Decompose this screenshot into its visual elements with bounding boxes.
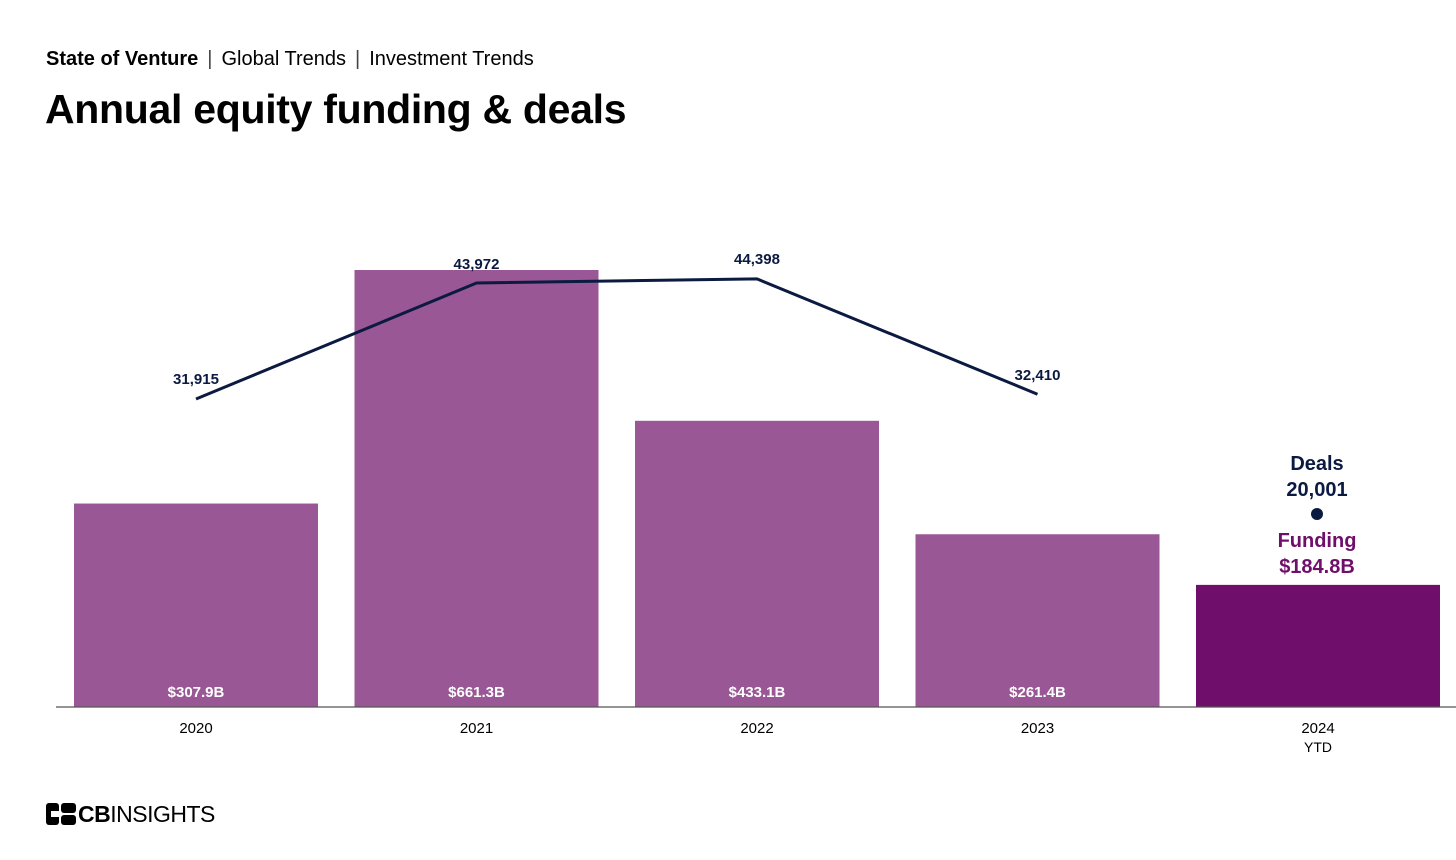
logo-text-cb: CB xyxy=(78,800,111,827)
funding-bar-2020 xyxy=(74,503,318,707)
funding-bar-2021 xyxy=(354,270,599,707)
callout-deals-label: Deals xyxy=(1290,453,1343,475)
x-tick-label-2021: 2021 xyxy=(460,720,493,737)
breadcrumb-separator: | xyxy=(207,48,213,70)
callout-deals-value: 20,001 xyxy=(1286,479,1347,501)
funding-bar-2022 xyxy=(635,420,879,707)
callout-funding-value: $184.8B xyxy=(1279,556,1355,578)
x-tick-sublabel-2024: YTD xyxy=(1304,739,1332,755)
breadcrumb-item-state-of-venture[interactable]: State of Venture xyxy=(46,48,199,70)
callout-funding-label: Funding xyxy=(1278,530,1357,552)
deals-point-2024 xyxy=(1311,508,1323,520)
breadcrumb-item-global-trends[interactable]: Global Trends xyxy=(221,48,346,70)
breadcrumb: State of Venture | Global Trends | Investmen… xyxy=(46,46,534,72)
deals-value-label-2023: 32,410 xyxy=(1015,367,1061,384)
cb-insights-logo-icon xyxy=(46,803,76,825)
deals-value-label-2021: 43,972 xyxy=(454,256,500,273)
bars-layer xyxy=(74,270,1440,707)
funding-bar-2024 xyxy=(1196,584,1440,707)
breadcrumb-separator: | xyxy=(354,48,361,70)
deals-line-layer xyxy=(195,277,1039,401)
x-tick-label-2020: 2020 xyxy=(179,720,212,737)
labels-layer: $307.9B 2020 $661.3B 2021 $433.1B 2022 $261.4B… xyxy=(168,251,1357,755)
deals-line xyxy=(195,277,1039,401)
x-tick-label-2022: 2022 xyxy=(740,720,773,737)
funding-value-label-2022: $433.1B xyxy=(729,684,786,701)
deals-value-label-2020: 31,915 xyxy=(173,371,219,388)
funding-value-label-2023: $261.4B xyxy=(1009,684,1066,701)
logo-text-insights: INSIGHTS xyxy=(110,800,215,827)
breadcrumb-item-investment-trends[interactable]: Investment Trends xyxy=(369,48,534,70)
deals-value-label-2022: 44,398 xyxy=(734,251,780,268)
page-title: Annual equity funding & deals xyxy=(45,86,627,132)
funding-value-label-2021: $661.3B xyxy=(448,684,505,701)
x-tick-label-2024: 2024 xyxy=(1301,720,1334,737)
x-tick-label-2023: 2023 xyxy=(1021,720,1054,737)
funding-bar-2023 xyxy=(915,534,1160,707)
cb-insights-logo: CB INSIGHTS xyxy=(46,801,215,827)
funding-value-label-2020: $307.9B xyxy=(168,684,225,701)
